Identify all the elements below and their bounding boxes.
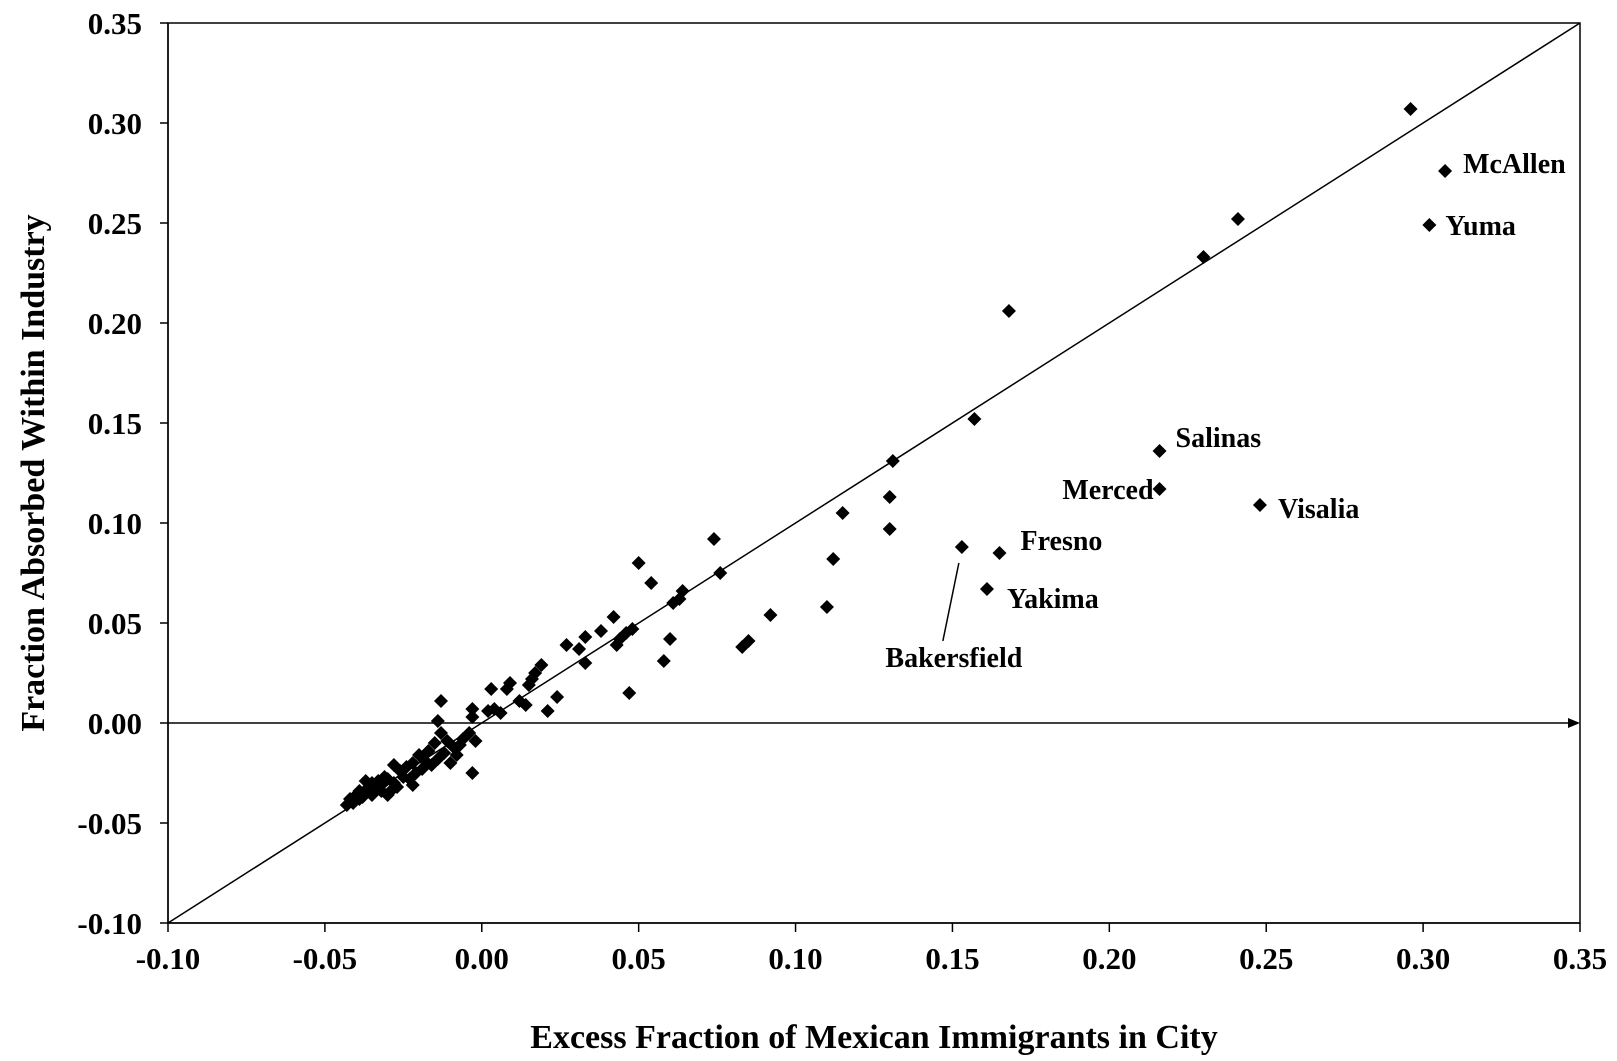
data-point (882, 522, 897, 536)
data-point (578, 656, 593, 670)
data-point (882, 490, 897, 504)
labeled-points: McAllen Yuma Salinas Merced Visalia Fresno Bak… (885, 149, 1566, 674)
data-point (465, 710, 480, 724)
data-point (885, 454, 900, 468)
data-point (713, 566, 728, 580)
data-point (835, 506, 850, 520)
data-point (443, 756, 458, 770)
data-point (644, 576, 659, 590)
data-point (967, 412, 982, 426)
y-tick-label: -0.10 (77, 906, 142, 941)
point-label-yakima: Yakima (1007, 584, 1099, 615)
y-tick-label: 0.20 (88, 306, 142, 341)
y-axis-ticks: -0.10 -0.05 0.00 0.05 0.10 0.15 0.20 0.25 0.30 0.… (77, 6, 168, 941)
y-tick-label: 0.15 (88, 406, 142, 441)
data-point (484, 682, 499, 696)
y-axis-title: Fraction Absorbed Within Industry (15, 214, 52, 731)
data-point (819, 600, 834, 614)
data-point (609, 638, 624, 652)
x-tick-label: -0.10 (136, 941, 201, 976)
x-tick-label: 0.05 (612, 941, 666, 976)
data-point (663, 632, 678, 646)
data-point (540, 704, 555, 718)
data-point-mcallen (1438, 164, 1453, 178)
data-point-fresno (992, 546, 1007, 560)
data-point (826, 552, 841, 566)
point-label-salinas: Salinas (1176, 423, 1262, 454)
x-tick-label: -0.05 (293, 941, 358, 976)
point-label-yuma: Yuma (1445, 211, 1516, 242)
point-label-visalia: Visalia (1278, 494, 1359, 525)
data-point (656, 654, 671, 668)
data-point (666, 596, 681, 610)
point-label-mcallen: McAllen (1463, 149, 1566, 180)
y-tick-label: -0.05 (77, 806, 142, 841)
data-point (550, 690, 565, 704)
data-point-yakima (979, 582, 994, 596)
data-point (433, 694, 448, 708)
x-axis-ticks: -0.10 -0.05 0.00 0.05 0.10 0.15 0.20 0.25 0.30 0.… (136, 923, 1607, 976)
point-label-bakersfield: Bakersfield (885, 643, 1022, 674)
y-tick-label: 0.35 (88, 6, 142, 41)
data-point-merced (1152, 482, 1167, 496)
data-point (465, 766, 480, 780)
leader-line (942, 562, 960, 642)
data-point-yuma (1422, 218, 1437, 232)
x-tick-label: 0.25 (1239, 941, 1293, 976)
data-point (606, 610, 621, 624)
data-point (1001, 304, 1016, 318)
point-label-merced: Merced (1062, 475, 1154, 506)
x-tick-label: 0.35 (1553, 941, 1607, 976)
y-tick-label: 0.05 (88, 606, 142, 641)
data-point (430, 714, 445, 728)
data-point (339, 798, 354, 812)
data-point-visalia (1252, 498, 1267, 512)
data-point-bakersfield (954, 540, 969, 554)
data-point (1196, 250, 1211, 264)
data-point (412, 748, 427, 762)
data-points (339, 102, 1418, 812)
data-point (427, 736, 442, 750)
x-axis-title: Excess Fraction of Mexican Immigrants in… (530, 1019, 1217, 1056)
data-point (521, 678, 536, 692)
y-tick-label: 0.10 (88, 506, 142, 541)
data-point-salinas (1152, 444, 1167, 458)
data-point (1403, 102, 1418, 116)
data-point (735, 640, 750, 654)
data-point (622, 686, 637, 700)
data-point (534, 658, 549, 672)
point-label-fresno: Fresno (1021, 526, 1103, 557)
data-point (440, 734, 455, 748)
x-tick-label: 0.30 (1396, 941, 1450, 976)
data-point (465, 702, 480, 716)
x-tick-label: 0.20 (1082, 941, 1136, 976)
data-point (481, 704, 496, 718)
data-point (1230, 212, 1245, 226)
data-point (763, 608, 778, 622)
data-point (468, 734, 483, 748)
data-point (594, 624, 609, 638)
data-point (706, 532, 721, 546)
data-point (358, 774, 373, 788)
y-tick-label: 0.30 (88, 106, 142, 141)
y-tick-label: 0.25 (88, 206, 142, 241)
x-tick-label: 0.10 (768, 941, 822, 976)
data-point (572, 642, 587, 656)
x-tick-label: 0.15 (925, 941, 979, 976)
data-point (631, 556, 646, 570)
data-point (499, 682, 514, 696)
x-tick-label: 0.00 (455, 941, 509, 976)
data-point (386, 758, 401, 772)
data-point (559, 638, 574, 652)
data-point (433, 726, 448, 740)
data-point (578, 630, 593, 644)
data-point (512, 694, 527, 708)
y-tick-label: 0.00 (88, 706, 142, 741)
